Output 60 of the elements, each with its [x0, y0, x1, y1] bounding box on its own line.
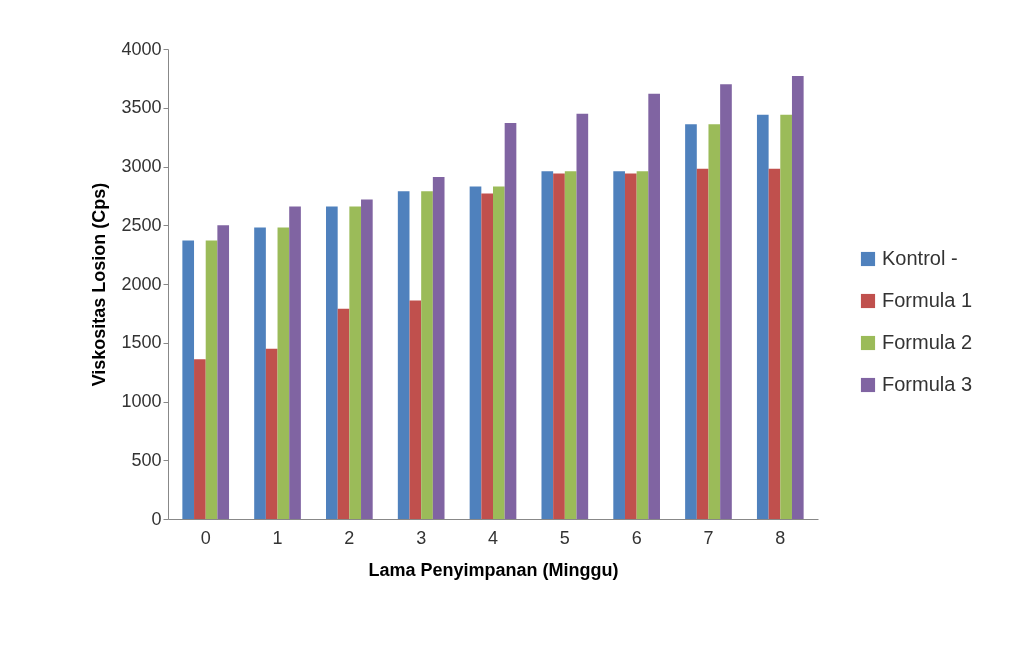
y-tick-label: 4000: [121, 38, 162, 59]
y-axis-title: Viskositas Losion (Cps): [89, 182, 110, 387]
y-tick-label: 2000: [121, 273, 162, 294]
x-tick-label: 5: [559, 527, 570, 548]
x-tick-label: 2: [344, 527, 355, 548]
y-tick-label: 2500: [121, 214, 162, 235]
bar: [564, 171, 577, 519]
bar: [708, 124, 721, 519]
legend-label: Formula 3: [882, 373, 973, 395]
legend-label: Kontrol -: [882, 247, 958, 269]
bar: [397, 191, 410, 519]
bar: [636, 171, 649, 519]
bar: [469, 186, 482, 519]
bar: [254, 227, 266, 519]
bar: [481, 193, 493, 519]
y-tick-label: 3000: [121, 156, 162, 176]
bar: [541, 171, 554, 519]
bar: [696, 168, 709, 519]
bar: [553, 173, 565, 519]
y-tick-label: 3500: [121, 97, 162, 118]
y-tick-label: 1500: [121, 332, 162, 353]
bar: [432, 177, 445, 519]
bar: [624, 173, 637, 519]
bar: [194, 359, 206, 519]
legend-label: Formula 2: [882, 331, 973, 353]
bar: [205, 240, 218, 519]
y-tick-label: 1000: [121, 391, 162, 411]
legend-label: Formula 1: [882, 289, 973, 311]
bar: [277, 227, 290, 519]
x-axis-title: Lama Penyimpanan (Minggu): [368, 559, 619, 580]
bar: [685, 124, 697, 519]
bar: [409, 300, 422, 519]
bar: [421, 191, 433, 519]
bar: [265, 348, 278, 519]
bar: [217, 225, 230, 519]
bar: [289, 206, 301, 519]
bar: [337, 308, 350, 519]
bar: [613, 171, 625, 519]
y-tick-label: 500: [131, 449, 162, 470]
x-tick-label: 6: [631, 527, 642, 548]
bar: [576, 113, 589, 519]
x-tick-label: 7: [703, 527, 714, 548]
bar: [504, 123, 517, 519]
bar: [349, 206, 362, 519]
y-tick-label: 0: [151, 508, 162, 529]
bar: [326, 206, 338, 519]
x-tick-label: 8: [775, 527, 786, 548]
x-tick-label: 0: [200, 527, 211, 548]
bar: [648, 93, 660, 519]
x-tick-label: 1: [272, 527, 283, 548]
bar: [791, 76, 804, 519]
bar: [768, 168, 781, 519]
x-tick-label: 3: [416, 527, 427, 548]
x-tick-label: 4: [487, 527, 499, 548]
bar: [493, 186, 505, 519]
bar: [361, 199, 373, 519]
bar: [182, 240, 195, 519]
bar: [720, 84, 732, 519]
bar: [756, 114, 769, 519]
bar: [780, 114, 792, 519]
